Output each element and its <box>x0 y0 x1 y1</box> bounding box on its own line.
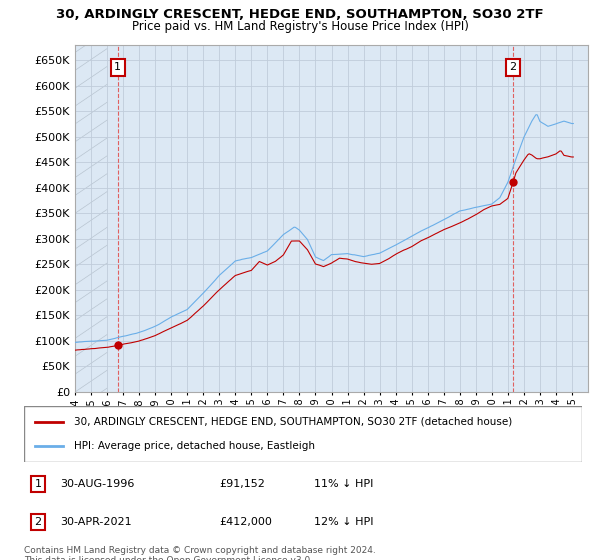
Text: 2: 2 <box>34 517 41 527</box>
Text: HPI: Average price, detached house, Eastleigh: HPI: Average price, detached house, East… <box>74 441 315 451</box>
Text: 12% ↓ HPI: 12% ↓ HPI <box>314 517 374 527</box>
Text: 11% ↓ HPI: 11% ↓ HPI <box>314 479 374 489</box>
Text: 30, ARDINGLY CRESCENT, HEDGE END, SOUTHAMPTON, SO30 2TF: 30, ARDINGLY CRESCENT, HEDGE END, SOUTHA… <box>56 8 544 21</box>
Text: £412,000: £412,000 <box>220 517 272 527</box>
Text: £91,152: £91,152 <box>220 479 265 489</box>
Text: 30-AUG-1996: 30-AUG-1996 <box>60 479 134 489</box>
FancyBboxPatch shape <box>24 406 582 462</box>
Text: 30-APR-2021: 30-APR-2021 <box>60 517 132 527</box>
Text: 30, ARDINGLY CRESCENT, HEDGE END, SOUTHAMPTON, SO30 2TF (detached house): 30, ARDINGLY CRESCENT, HEDGE END, SOUTHA… <box>74 417 512 427</box>
Text: 2: 2 <box>509 62 517 72</box>
Text: 1: 1 <box>34 479 41 489</box>
Text: 1: 1 <box>115 62 121 72</box>
Text: Contains HM Land Registry data © Crown copyright and database right 2024.
This d: Contains HM Land Registry data © Crown c… <box>24 546 376 560</box>
Text: Price paid vs. HM Land Registry's House Price Index (HPI): Price paid vs. HM Land Registry's House … <box>131 20 469 32</box>
